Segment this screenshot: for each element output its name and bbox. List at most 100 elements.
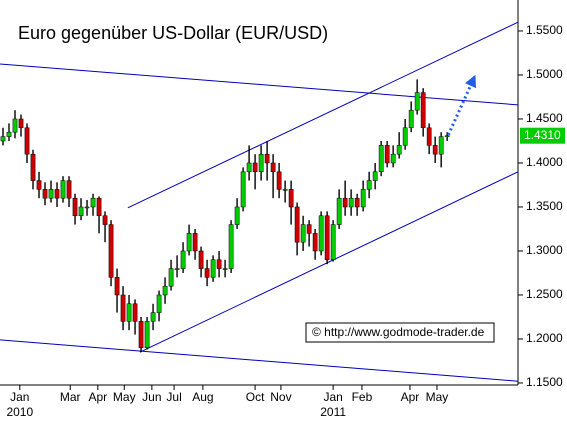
candle-body [24,127,30,155]
candle-body [264,153,270,164]
candle-body [150,312,156,322]
candle-body [66,180,72,199]
candle-body [48,189,54,199]
x-tick-label: Jun [142,390,161,404]
candle-body [126,303,132,322]
candle-body [420,92,426,129]
candle-body [72,197,78,217]
x-tick-label: Feb [352,390,373,404]
candle-body [84,206,90,209]
y-tick-label: 1.5000 [526,67,563,81]
x-tick-label: Apr [88,390,107,404]
candle-body [234,206,240,225]
candle-body [372,171,378,181]
candle-body [0,136,6,142]
candle-body [60,180,66,199]
candle-body [282,189,288,191]
candle-body [300,224,306,243]
candle-body [6,131,12,137]
candle-body [354,197,360,208]
candle-body [216,259,222,269]
candle-body [366,180,372,190]
candle-body [54,189,60,199]
source-box [305,322,495,343]
x-year-label: 2011 [320,405,346,419]
candle-body [36,180,42,190]
candle-body [390,153,396,164]
y-tick-label: 1.2000 [526,331,563,345]
candle-body [438,136,444,155]
x-tick-label: Nov [270,390,291,404]
source: © http://www.godmode-trader.de [312,325,485,339]
x-tick-label: Jul [166,390,181,404]
candle-body [96,197,102,217]
candle-body [342,197,348,208]
candle-body [396,145,402,155]
y-tick-label: 1.5500 [526,23,563,37]
x-tick-label: Oct [246,390,265,404]
y-tick-label: 1.4500 [526,111,563,125]
x-tick-label: May [113,390,136,404]
y-tick-label: 1.3500 [526,199,563,213]
candle-body [384,145,390,164]
candle-body [270,162,276,173]
candle-body [246,162,252,173]
y-tick-label: 1.3000 [526,243,563,257]
candle-body [222,268,228,270]
candle-body [432,145,438,155]
candle-body [294,206,300,243]
candle-body [360,189,366,208]
candle-body [108,224,114,278]
candle-body [192,233,198,252]
candle-body [162,285,168,296]
candle-body [252,162,258,173]
candle-body [198,250,204,269]
candle-body [102,215,108,225]
candle-body [138,321,144,349]
x-tick-label: Mar [60,390,81,404]
candle-body [156,294,162,313]
candle-body [288,189,294,208]
candle-body [210,259,216,278]
candle-body [306,224,312,234]
candle-body [258,153,264,173]
x-tick-label: Apr [401,390,420,404]
candle-body [42,189,48,199]
candle-body [336,197,342,225]
candle-body [30,153,36,181]
x-tick-label: Jan [10,390,29,404]
candle-body [276,171,282,190]
candle-body [330,224,336,261]
candle-body [402,127,408,146]
candle-body [168,268,174,287]
candle-body [312,233,318,252]
candle-body [180,250,186,269]
candle-body [174,268,180,270]
x-tick-label: Jan [323,390,342,404]
candle-body [348,197,354,208]
candle-body [114,277,120,296]
candle-body [444,135,450,137]
candle-body [12,118,18,133]
y-tick-label: 1.2500 [526,287,563,301]
candle-body [408,109,414,129]
candle-body [18,118,24,129]
y-tick-label: 1.4000 [526,155,563,169]
candle-body [78,206,84,217]
candle-body [414,92,420,111]
x-tick-label: Aug [192,390,213,404]
candle-body [318,215,324,252]
candle-body [144,321,150,349]
trendline [0,339,519,382]
y-tick-label: 1.1500 [526,375,563,389]
trendline [0,63,519,106]
candle-body [90,197,96,208]
x-tick-label: May [426,390,449,404]
candle-body [378,145,384,173]
candle-body [186,233,192,252]
candle-body [120,294,126,322]
candle-body [204,268,210,278]
x-year-label: 2010 [6,405,33,419]
candle-body [426,127,432,146]
